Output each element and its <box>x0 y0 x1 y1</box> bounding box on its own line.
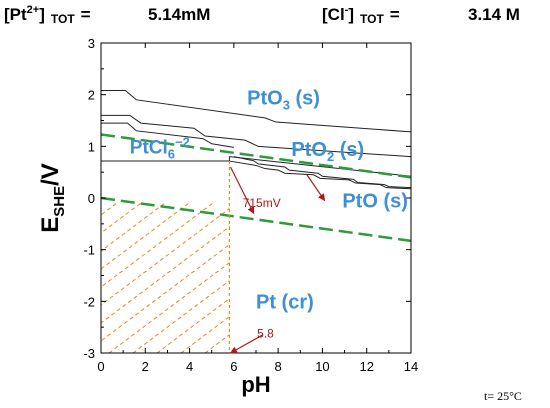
annotation-label-1: 5.8 <box>257 326 274 340</box>
hatch-line <box>493 203 550 353</box>
y-tick-label: -2 <box>83 294 95 309</box>
hatch-region <box>0 202 550 353</box>
annotation-arrow-1 <box>306 174 326 202</box>
x-tick-label: 0 <box>97 359 104 374</box>
boundary-lines <box>101 90 411 353</box>
y-tick-label: 0 <box>88 191 95 206</box>
region-label-3: Pt (cr) <box>256 291 314 313</box>
y-tick-label: 3 <box>88 36 95 51</box>
boundary-line-2 <box>101 122 234 148</box>
y-tick-label: 2 <box>88 88 95 103</box>
boundary-line-4 <box>229 160 411 190</box>
hatch-line <box>301 203 501 353</box>
y-tick-label: 1 <box>88 139 95 154</box>
pt-concentration-label: [Pt2+] TOT = <box>4 4 91 26</box>
x-tick-label: 10 <box>315 359 329 374</box>
cl-concentration-label: [Cl-] TOT = <box>322 4 400 26</box>
hatch-line <box>517 203 550 353</box>
x-tick-label: 4 <box>186 359 193 374</box>
temperature-label: t= 25°C <box>484 389 522 403</box>
hatch-line <box>325 203 525 353</box>
region-label-1: PtO2 (s) <box>291 139 364 164</box>
hatch-line <box>101 202 190 270</box>
hatch-line <box>0 203 21 353</box>
annotations: 715mV 5.8 <box>229 166 326 354</box>
cl-concentration-value: 3.14 M <box>468 5 520 24</box>
hatch-line <box>101 202 166 252</box>
pt-concentration-value: 5.14mM <box>148 5 210 24</box>
annotation-label-0: 715mV <box>243 196 281 210</box>
annotation-arrow-2 <box>229 334 263 354</box>
hatch-line <box>108 262 230 353</box>
hatch-line <box>373 203 550 353</box>
hatch-line <box>253 203 453 353</box>
hatch-line <box>541 203 550 353</box>
hatch-line <box>101 202 142 234</box>
x-tick-label: 14 <box>404 359 418 374</box>
hatch-line <box>101 244 230 342</box>
hatch-line <box>397 203 550 353</box>
y-tick-label: -1 <box>83 243 95 258</box>
boundary-line-6 <box>101 133 411 179</box>
hatch-line <box>421 203 550 353</box>
hatch-line <box>101 208 230 306</box>
x-tick-label: 2 <box>142 359 149 374</box>
x-axis-title: pH <box>241 372 270 397</box>
y-axis-title: ESHE/V <box>37 163 68 233</box>
region-label-4: PtCl6−2 <box>130 134 190 161</box>
hatch-line <box>349 203 549 353</box>
x-tick-label: 6 <box>230 359 237 374</box>
hatch-line <box>469 203 550 353</box>
boundary-line-7 <box>101 196 411 243</box>
y-tick-label: -3 <box>83 346 95 361</box>
hatch-line <box>180 316 230 353</box>
x-tick-label: 12 <box>359 359 373 374</box>
x-tick-label: 8 <box>275 359 282 374</box>
boundary-line-5 <box>233 156 411 189</box>
annotation-arrow-0 <box>229 166 255 215</box>
hatch-line <box>101 226 230 324</box>
boundary-line-3 <box>101 156 411 177</box>
region-label-0: PtO3 (s) <box>247 87 320 112</box>
boundary-line-1 <box>101 114 411 158</box>
hatch-line <box>445 203 550 353</box>
region-label-2: PtO (s) <box>342 191 408 213</box>
boundary-line-0 <box>101 90 411 133</box>
region-labels: PtO3 (s) PtO2 (s) PtO (s) Pt (cr) PtCl6−2 <box>130 87 408 313</box>
